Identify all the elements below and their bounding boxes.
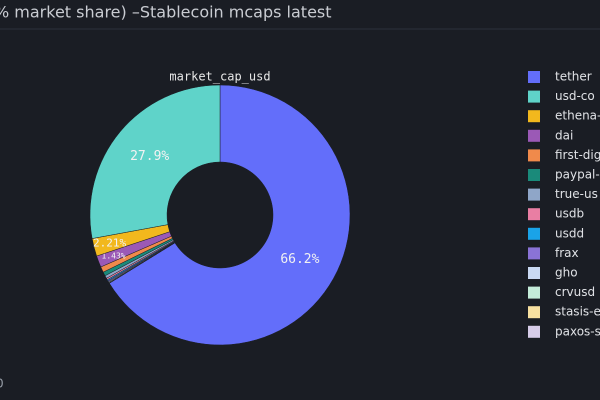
legend-swatch bbox=[528, 188, 540, 201]
footer-text: 0 bbox=[0, 377, 4, 391]
legend-label: true-us bbox=[555, 187, 598, 201]
slice-label: 27.9% bbox=[130, 149, 169, 164]
legend-label: crvusd bbox=[555, 285, 595, 299]
legend-label: stasis-e bbox=[555, 305, 600, 319]
legend-label: first-dig bbox=[555, 148, 600, 162]
legend-swatch bbox=[528, 149, 540, 162]
legend-swatch bbox=[528, 227, 540, 240]
legend-label: paypal- bbox=[555, 168, 600, 182]
legend-swatch bbox=[528, 286, 540, 299]
legend-swatch bbox=[528, 306, 540, 319]
donut-slice bbox=[109, 84, 351, 346]
legend-label: frax bbox=[555, 246, 579, 260]
legend-swatch bbox=[528, 129, 540, 142]
legend-swatch bbox=[528, 325, 540, 338]
legend-label: usdb bbox=[555, 207, 584, 221]
slice-label: 2.21% bbox=[93, 236, 126, 249]
legend-label: gho bbox=[555, 266, 578, 280]
legend-label: ethena- bbox=[555, 109, 600, 123]
slice-label: 66.2% bbox=[280, 252, 319, 267]
legend-swatch bbox=[528, 208, 540, 221]
chart-title: % market share) –Stablecoin mcaps latest bbox=[0, 3, 332, 22]
legend-label: tether bbox=[555, 70, 592, 84]
legend-swatch bbox=[528, 71, 540, 83]
legend-label: dai bbox=[555, 128, 573, 142]
legend-swatch bbox=[528, 90, 540, 103]
legend-label: paxos-s bbox=[555, 324, 600, 338]
legend-swatch bbox=[528, 267, 540, 279]
legend-label: usdd bbox=[555, 226, 584, 240]
slice-label: 1.43% bbox=[102, 251, 126, 260]
chart-subtitle: market_cap_usd bbox=[169, 70, 270, 84]
legend-label: usd-co bbox=[555, 89, 595, 103]
legend-swatch bbox=[528, 110, 540, 123]
donut-slice bbox=[89, 84, 221, 239]
legend-swatch bbox=[528, 247, 540, 260]
legend-swatch bbox=[528, 169, 540, 181]
